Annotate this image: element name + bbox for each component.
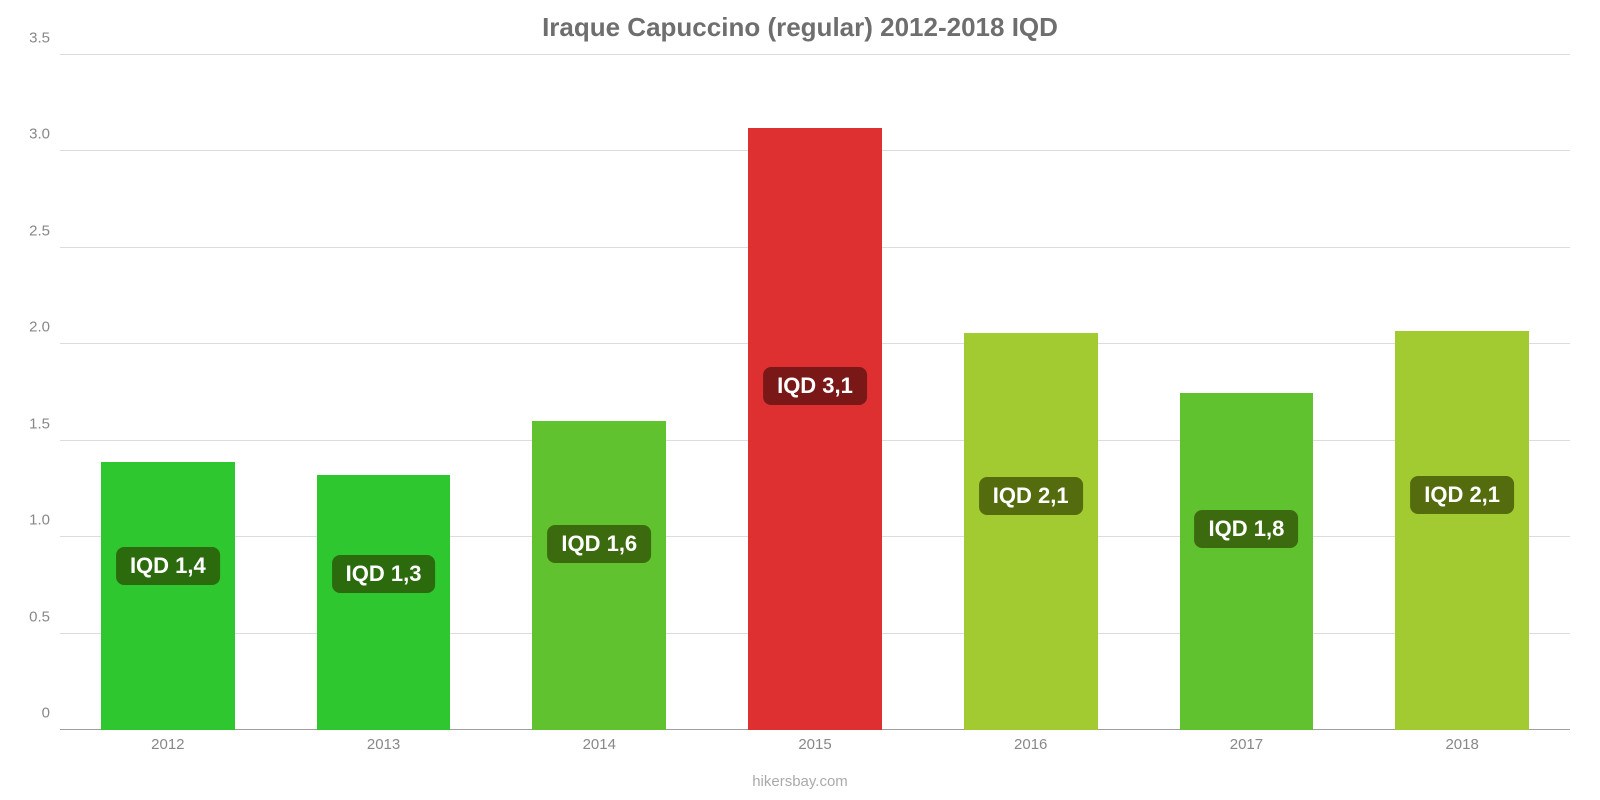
x-tick-label: 2013 — [367, 736, 400, 753]
bar-value-label: IQD 1,4 — [116, 547, 220, 585]
bar-value-label: IQD 2,1 — [1410, 476, 1514, 514]
bar: IQD 1,3 — [317, 475, 451, 730]
x-tick-label: 2018 — [1445, 736, 1478, 753]
x-tick-label: 2014 — [583, 736, 616, 753]
chart-title: Iraque Capuccino (regular) 2012-2018 IQD — [0, 12, 1600, 43]
bar: IQD 1,8 — [1180, 393, 1314, 731]
bar: IQD 2,1 — [964, 333, 1098, 730]
bar-value-label: IQD 2,1 — [979, 477, 1083, 515]
y-tick-label: 0 — [10, 705, 50, 722]
y-tick-label: 3.5 — [10, 30, 50, 47]
x-tick-label: 2015 — [798, 736, 831, 753]
y-tick-label: 2.0 — [10, 319, 50, 336]
grid-line — [60, 54, 1570, 55]
x-axis-labels: 2012 2013 2014 2015 2016 2017 2018 — [60, 736, 1570, 760]
y-tick-label: 1.0 — [10, 512, 50, 529]
bar-value-label: IQD 1,3 — [332, 555, 436, 593]
chart-container: Iraque Capuccino (regular) 2012-2018 IQD… — [0, 0, 1600, 800]
credit-text: hikersbay.com — [0, 773, 1600, 790]
plot-area: 00.51.01.52.02.53.03.5IQD 1,4IQD 1,3IQD … — [60, 55, 1570, 730]
y-tick-label: 1.5 — [10, 415, 50, 432]
x-tick-label: 2012 — [151, 736, 184, 753]
y-tick-label: 2.5 — [10, 222, 50, 239]
bar: IQD 2,1 — [1395, 331, 1529, 730]
bar: IQD 3,1 — [748, 128, 882, 730]
bar: IQD 1,6 — [532, 421, 666, 730]
bar-value-label: IQD 1,8 — [1195, 510, 1299, 548]
bar-value-label: IQD 1,6 — [547, 525, 651, 563]
y-tick-label: 3.0 — [10, 126, 50, 143]
x-tick-label: 2016 — [1014, 736, 1047, 753]
x-tick-label: 2017 — [1230, 736, 1263, 753]
y-tick-label: 0.5 — [10, 608, 50, 625]
bar-value-label: IQD 3,1 — [763, 367, 867, 405]
bar: IQD 1,4 — [101, 462, 235, 730]
